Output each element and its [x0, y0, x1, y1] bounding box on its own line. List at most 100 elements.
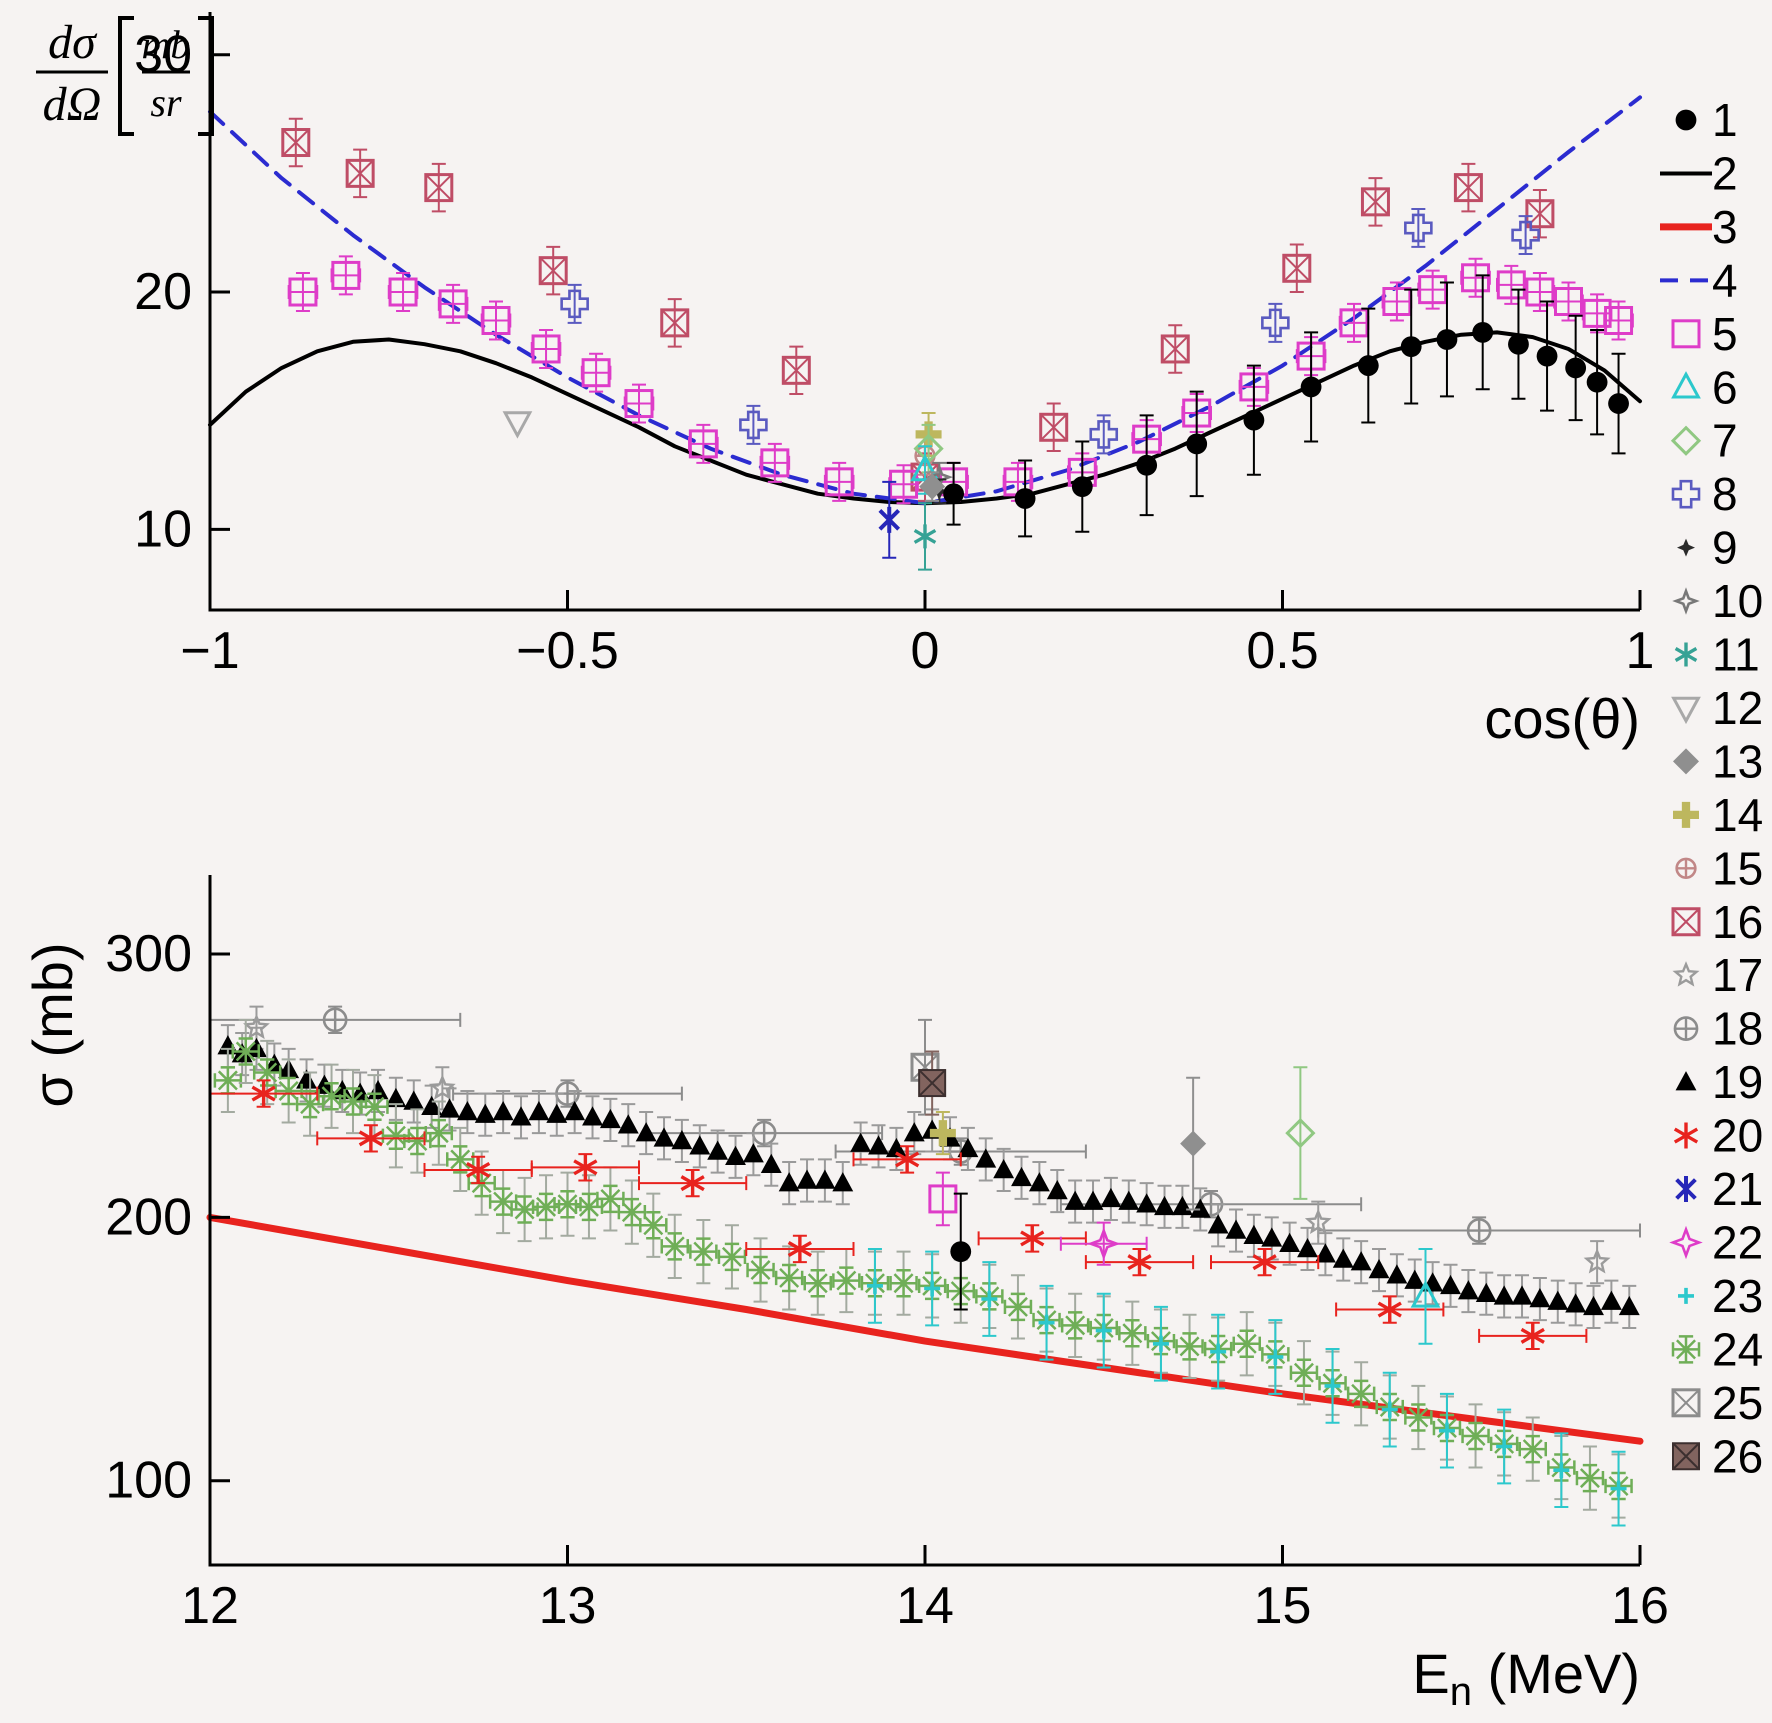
legend-label: 4 — [1712, 254, 1738, 306]
legend-marker-square-cross — [1671, 1388, 1701, 1418]
legend-marker-asterisk6 — [1674, 642, 1698, 667]
legend-entry-21: 21 — [1675, 1163, 1763, 1215]
legend-label: 3 — [1712, 201, 1738, 253]
legend-entry-26: 26 — [1672, 1430, 1763, 1482]
legend-label: 2 — [1712, 147, 1738, 199]
legend-marker-cross-open — [1671, 479, 1701, 509]
series-16 — [281, 117, 1555, 502]
legend-entry-25: 25 — [1671, 1377, 1763, 1429]
legend-label: 9 — [1712, 522, 1738, 574]
series-21 — [878, 480, 901, 559]
series-11 — [913, 502, 937, 571]
legend-label: 14 — [1712, 789, 1763, 841]
legend-marker-snowflake — [1671, 1335, 1701, 1364]
legend-entry-16: 16 — [1671, 896, 1763, 948]
legend-marker-asterisk6 — [1673, 1122, 1699, 1149]
legend: 1234567891011121314151617181920212223242… — [1660, 94, 1763, 1482]
right-bracket — [198, 16, 214, 136]
legend-entry-11: 11 — [1674, 629, 1760, 681]
legend-marker-plus-lines — [1678, 1287, 1694, 1304]
legend-entry-1: 1 — [1675, 94, 1738, 146]
legend-marker-plus-filled — [1673, 801, 1699, 828]
x-tick-label: 0 — [911, 622, 940, 680]
y-axis-title: dσ dΩ mb sr — [36, 16, 214, 136]
series-13 — [919, 471, 946, 502]
legend-label: 21 — [1712, 1163, 1763, 1215]
legend-entry-24: 24 — [1671, 1323, 1763, 1375]
ylabel-numerator: dσ — [48, 16, 98, 69]
legend-label: 1 — [1712, 94, 1738, 146]
x-tick-label: 15 — [1254, 1577, 1312, 1635]
legend-label: 26 — [1712, 1430, 1763, 1482]
legend-label: 7 — [1712, 415, 1738, 467]
legend-label: 24 — [1712, 1323, 1763, 1375]
legend-marker-diamond-filled — [1673, 748, 1699, 775]
legend-marker-square-cross-filled — [1672, 1442, 1700, 1471]
series-6 — [1410, 1247, 1441, 1345]
series-12 — [502, 411, 533, 439]
error-bar — [1059, 1236, 1148, 1251]
x-tick-label: 16 — [1611, 1577, 1669, 1635]
y-tick-label: 300 — [105, 925, 192, 983]
legend-entry-19: 19 — [1675, 1056, 1763, 1108]
error-bar — [935, 1171, 950, 1227]
series-5 — [928, 1171, 958, 1227]
legend-entry-22: 22 — [1669, 1216, 1763, 1268]
series-25 — [910, 1018, 940, 1116]
legend-label: 16 — [1712, 896, 1763, 948]
legend-entry-14: 14 — [1673, 789, 1763, 841]
legend-entry-6: 6 — [1671, 361, 1738, 413]
legend-entry-17: 17 — [1672, 949, 1763, 1001]
legend-label: 19 — [1712, 1056, 1763, 1108]
error-bar — [1293, 1066, 1308, 1200]
x-axis-title: cos(θ) — [1484, 687, 1640, 750]
legend-entry-13: 13 — [1673, 735, 1763, 787]
legend-marker-star4-filled — [1677, 538, 1695, 557]
legend-label: 17 — [1712, 949, 1763, 1001]
legend-label: 13 — [1712, 735, 1763, 787]
legend-entry-7: 7 — [1670, 415, 1738, 467]
x-axis-title-text: cos(θ) — [1484, 687, 1640, 750]
legend-entry-15: 15 — [1675, 842, 1763, 894]
legend-marker-square-open — [1671, 319, 1701, 349]
legend-label: 5 — [1712, 308, 1738, 360]
error-bar — [1418, 1247, 1433, 1345]
series-13 — [1180, 1076, 1207, 1211]
legend-marker-square-cross — [1671, 907, 1701, 937]
legend-label: 20 — [1712, 1110, 1763, 1162]
x-tick-label: 12 — [181, 1577, 239, 1635]
error-bar — [1311, 1200, 1326, 1245]
x-tick-label: −1 — [180, 622, 239, 680]
series-8 — [560, 207, 1540, 455]
legend-label: 15 — [1712, 842, 1763, 894]
legend-label: 10 — [1712, 575, 1763, 627]
series-5 — [287, 255, 1634, 505]
legend-label: 12 — [1712, 682, 1763, 734]
y-tick-label: 10 — [134, 500, 192, 558]
legend-marker-asterisk-x — [1675, 1176, 1697, 1202]
x-tick-label: 1 — [1626, 622, 1655, 680]
legend-label: 6 — [1712, 361, 1738, 413]
series-7 — [1285, 1066, 1316, 1200]
legend-marker-circle-plus — [1673, 1016, 1699, 1042]
series-1 — [950, 1192, 972, 1311]
x-tick-label: −0.5 — [516, 622, 619, 680]
legend-label: 25 — [1712, 1377, 1763, 1429]
y-tick-label: 200 — [105, 1188, 192, 1246]
legend-marker-triangle-up-filled — [1675, 1071, 1697, 1091]
legend-entry-9: 9 — [1677, 522, 1738, 574]
panel-top: −1 −0.5 0 0.5 1 10 20 30 cos(θ) dσ dΩ mb sr — [36, 12, 1654, 750]
legend-entry-8: 8 — [1671, 468, 1738, 520]
legend-label: 18 — [1712, 1003, 1763, 1055]
legend-entry-20: 20 — [1673, 1110, 1763, 1162]
legend-entry-2: 2 — [1660, 147, 1738, 199]
series-23 — [866, 1247, 1627, 1527]
series-22 — [1059, 1221, 1148, 1266]
legend-marker-diamond-open — [1670, 425, 1702, 456]
x-tick-label: 0.5 — [1246, 622, 1318, 680]
series-17 — [243, 1005, 1611, 1285]
left-bracket — [118, 16, 134, 136]
series-14 — [929, 1111, 956, 1156]
